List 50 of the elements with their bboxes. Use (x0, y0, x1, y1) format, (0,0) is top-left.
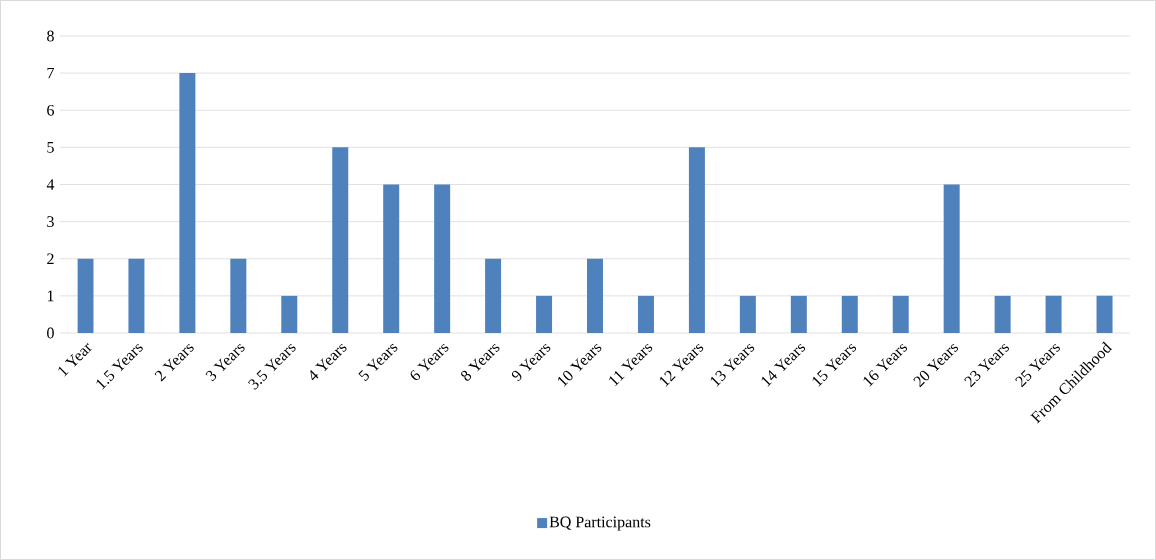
bar (128, 258, 145, 333)
x-tick-label: 4 Years (310, 343, 347, 381)
x-tick-label: 3.5 Years (248, 343, 296, 390)
bar (179, 73, 196, 333)
bar (1045, 295, 1062, 333)
x-tick-label: 1.5 Years (96, 343, 143, 390)
y-tick-label: 0 (47, 327, 54, 339)
bar (739, 295, 756, 333)
y-tick-label: 5 (47, 142, 54, 153)
x-tick-label: 3 Years (205, 343, 245, 382)
y-tick-label: 8 (47, 30, 54, 42)
y-tick-label: 6 (47, 104, 54, 116)
x-tick-label: 1 Year (58, 343, 92, 377)
x-tick-label: 12 Years (659, 343, 704, 387)
bar (790, 295, 807, 333)
bar (1096, 295, 1113, 333)
bar (587, 258, 603, 333)
x-tick-label: 25 Years (1015, 343, 1060, 388)
y-tick-label: 7 (47, 67, 55, 79)
bar (383, 184, 400, 333)
bar (892, 295, 909, 333)
y-tick-label: 3 (47, 216, 54, 227)
x-tick-label: 5 Years (358, 343, 398, 382)
y-tick-label: 4 (46, 179, 55, 190)
x-tick-label: 23 Years (964, 343, 1009, 388)
x-tick-label: 11 Years (609, 343, 653, 387)
bar (994, 295, 1011, 333)
bar (485, 258, 502, 333)
x-tick-label: 10 Years (557, 343, 602, 387)
bar (281, 295, 298, 333)
legend-label: BQ Participants (549, 516, 651, 531)
bar (688, 147, 705, 333)
x-tick-label: 8 Years (461, 343, 500, 381)
bar (77, 258, 94, 333)
bar (332, 147, 349, 333)
bar (841, 295, 858, 333)
bar (434, 184, 451, 333)
x-tick-label: 16 Years (863, 343, 908, 387)
bar (943, 184, 960, 333)
bar (536, 295, 553, 333)
y-tick-label: 2 (47, 253, 54, 265)
x-tick-label: 6 Years (410, 343, 449, 381)
x-tick-label: 13 Years (710, 343, 755, 387)
x-tick-label: 2 Years (154, 343, 194, 382)
bar (637, 295, 654, 333)
y-tick-label: 1 (47, 290, 54, 302)
x-tick-label: 15 Years (812, 343, 857, 387)
x-tick-label: 14 Years (761, 343, 806, 387)
bar (230, 258, 247, 333)
x-tick-label: 9 Years (511, 343, 551, 382)
